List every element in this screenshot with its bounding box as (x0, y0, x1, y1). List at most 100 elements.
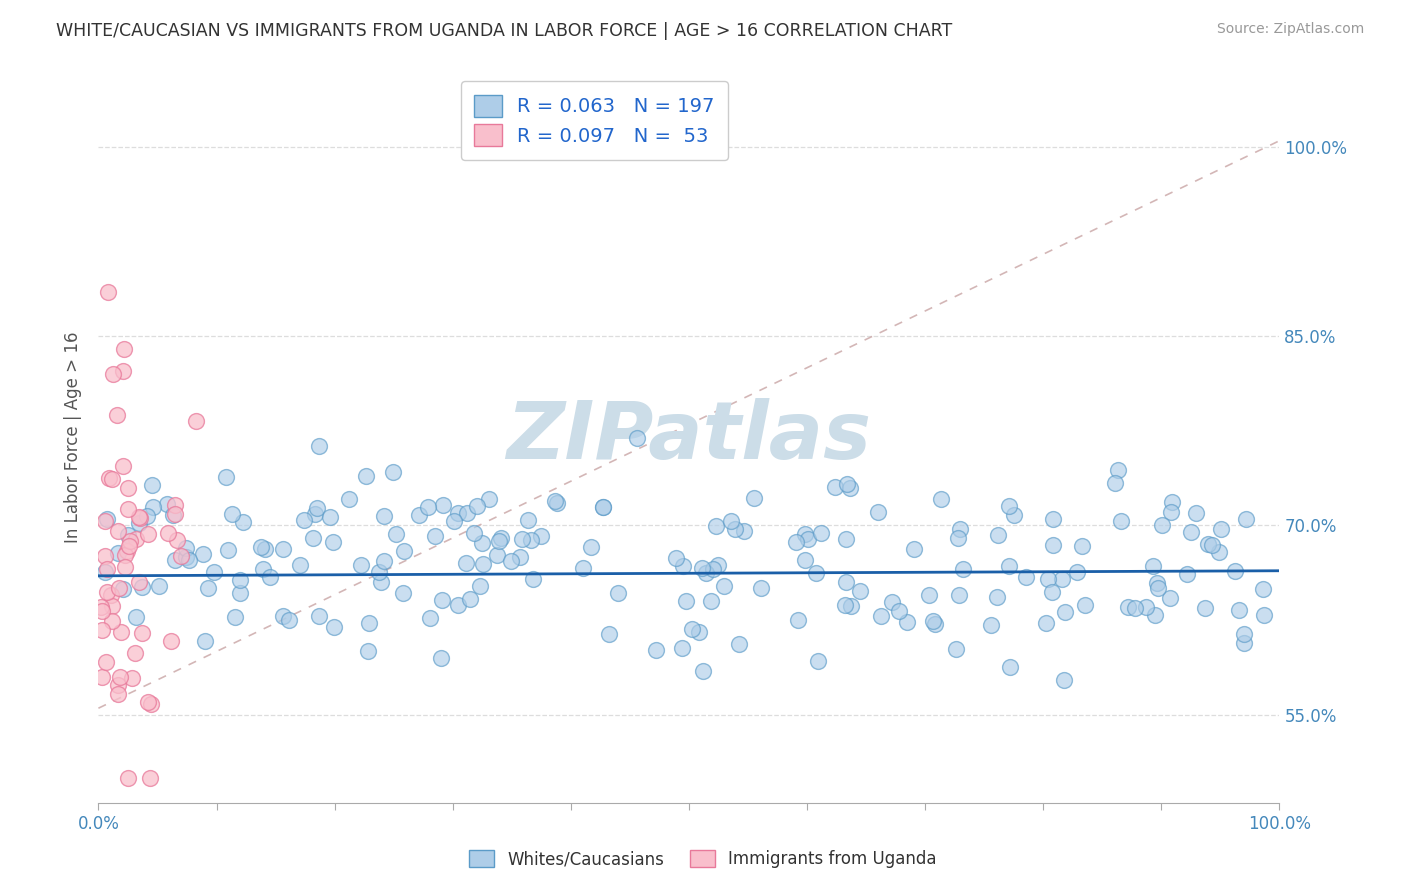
Point (1035, 616, 1057, 631)
Point (1233, 636, 1256, 650)
Point (948, 589, 970, 603)
Text: ZIPatlas: ZIPatlas (506, 398, 872, 476)
Point (115, 544, 138, 558)
Point (392, 543, 415, 558)
Point (271, 609, 294, 624)
Point (704, 519, 727, 533)
Point (724, 522, 747, 536)
Point (645, 642, 668, 657)
Point (128, 574, 150, 589)
Point (305, 500, 328, 515)
Point (90, 599, 112, 614)
Point (1251, 582, 1274, 596)
Point (688, 625, 710, 640)
Point (252, 561, 274, 575)
Point (373, 554, 395, 568)
Point (308, 609, 330, 624)
Point (136, 695, 159, 709)
Point (572, 561, 595, 575)
Point (111, 364, 134, 378)
Point (896, 615, 918, 629)
Text: Source: ZipAtlas.com: Source: ZipAtlas.com (1216, 22, 1364, 37)
Point (105, 408, 128, 422)
Point (94, 514, 117, 528)
Point (302, 532, 325, 546)
Point (443, 514, 465, 528)
Point (432, 498, 454, 512)
Point (100, 588, 122, 602)
Point (157, 526, 180, 541)
Point (176, 549, 198, 564)
Point (197, 581, 219, 595)
Point (94, 549, 117, 564)
Point (141, 477, 163, 491)
Point (194, 634, 217, 648)
Point (742, 491, 765, 505)
Point (292, 513, 315, 527)
Point (91, 604, 114, 618)
Point (671, 640, 693, 655)
Point (486, 548, 509, 562)
Point (156, 497, 179, 511)
Point (323, 620, 346, 634)
Point (882, 595, 904, 609)
Point (271, 542, 294, 557)
Point (903, 541, 925, 556)
Point (986, 590, 1008, 604)
Point (1211, 523, 1233, 537)
Point (1135, 599, 1157, 614)
Point (373, 509, 395, 524)
Point (948, 532, 970, 546)
Point (107, 524, 129, 539)
Point (370, 574, 392, 589)
Point (319, 510, 342, 524)
Point (159, 634, 181, 648)
Point (259, 570, 281, 584)
Point (465, 500, 488, 514)
Point (471, 557, 494, 571)
Point (675, 594, 697, 608)
Point (308, 439, 330, 453)
Point (117, 481, 139, 495)
Point (520, 533, 543, 547)
Point (522, 572, 544, 586)
Point (139, 771, 162, 785)
Point (253, 542, 276, 557)
Point (849, 584, 872, 599)
Point (96, 512, 118, 526)
Point (1180, 524, 1202, 539)
Point (835, 532, 858, 546)
Point (1232, 627, 1254, 641)
Point (250, 541, 273, 555)
Point (384, 526, 406, 541)
Point (128, 510, 150, 524)
Point (165, 498, 187, 512)
Point (232, 516, 254, 530)
Point (98, 471, 121, 485)
Point (824, 480, 846, 494)
Point (839, 481, 862, 495)
Point (489, 531, 512, 545)
Point (136, 527, 159, 541)
Point (117, 502, 139, 516)
Point (807, 654, 830, 668)
Point (1208, 545, 1230, 559)
Point (1223, 564, 1246, 578)
Legend: R = 0.063   N = 197, R = 0.097   N =  53: R = 0.063 N = 197, R = 0.097 N = 53 (461, 81, 728, 160)
Point (1142, 559, 1164, 574)
Point (322, 535, 344, 549)
Point (110, 624, 132, 639)
Point (471, 536, 494, 550)
Point (166, 533, 188, 547)
Point (1066, 565, 1088, 579)
Point (1253, 607, 1275, 622)
Point (202, 565, 225, 579)
Point (429, 651, 451, 665)
Point (1074, 598, 1097, 612)
Point (114, 548, 136, 562)
Point (1042, 538, 1064, 552)
Point (1147, 581, 1170, 595)
Point (530, 529, 553, 543)
Point (191, 547, 214, 561)
Point (810, 525, 832, 540)
